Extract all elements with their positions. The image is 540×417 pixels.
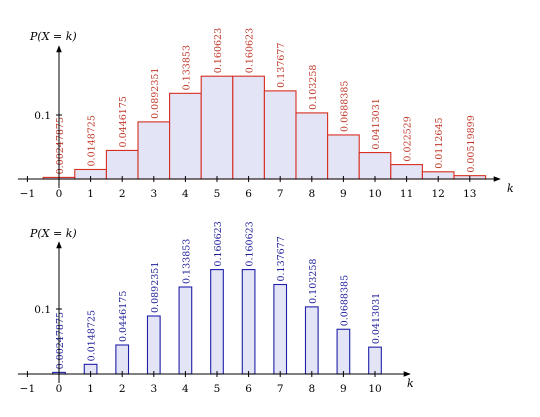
bottom-bar-k7 xyxy=(273,283,288,375)
bottom-x-tick-label-9: 9 xyxy=(340,383,347,395)
top-bar-k7 xyxy=(263,90,297,180)
bottom-bar-k4 xyxy=(178,286,193,375)
bottom-value-label-k8: 0.103258 xyxy=(308,259,319,304)
top-bar-k9 xyxy=(327,134,360,180)
top-x-tick-label--1: −1 xyxy=(20,188,35,200)
bottom-bar-k5 xyxy=(210,269,224,375)
bottom-value-label-k6: 0.160623 xyxy=(245,221,256,266)
top-x-tick-label-9: 9 xyxy=(340,188,347,200)
bottom-bar-k6 xyxy=(241,269,256,375)
top-x-tick-label-7: 7 xyxy=(277,188,284,200)
bottom-x-tick-label-5: 5 xyxy=(214,383,221,395)
top-bar-k3 xyxy=(137,121,171,180)
top-bar-k6 xyxy=(232,75,265,180)
top-bar-k4 xyxy=(169,92,202,180)
bottom-x-tick-label-0: 0 xyxy=(56,383,63,395)
top-x-tick-label-0: 0 xyxy=(56,188,63,200)
bottom-x-tick-label-3: 3 xyxy=(150,383,157,395)
bottom-x-tick-label-7: 7 xyxy=(277,383,284,395)
bottom-y-axis-label: P(X = k) xyxy=(29,227,77,240)
bottom-value-label-k0: 0.00247875 xyxy=(55,312,66,369)
bottom-bar-k10 xyxy=(368,346,382,375)
top-x-tick-label-5: 5 xyxy=(214,188,221,200)
top-value-label-k9: 0.0688385 xyxy=(339,81,350,132)
bottom-value-label-k10: 0.0413031 xyxy=(371,293,382,344)
bottom-bar-k2 xyxy=(115,344,130,375)
bottom-value-label-k3: 0.0892351 xyxy=(150,262,161,313)
bottom-x-tick-label-10: 10 xyxy=(368,383,381,395)
top-value-label-k2: 0.0446175 xyxy=(118,96,129,147)
top-x-axis-label: k xyxy=(507,182,514,195)
bottom-value-label-k5: 0.160623 xyxy=(213,221,224,266)
bottom-x-tick-label-8: 8 xyxy=(308,383,315,395)
bottom-x-tick-label-4: 4 xyxy=(182,383,189,395)
bottom-y-tick-label: 0.1 xyxy=(34,304,51,316)
top-value-label-k13: 0.00519899 xyxy=(466,115,477,172)
bottom-bar-chart: 0.00247875 0.0148725 0.0446175 0.0892351 0.1… xyxy=(17,221,414,395)
top-x-tick-label-4: 4 xyxy=(182,188,189,200)
top-x-tick-label-2: 2 xyxy=(119,188,126,200)
top-value-label-k10: 0.0413031 xyxy=(371,98,382,149)
top-value-label-k1: 0.0148725 xyxy=(87,115,98,166)
top-bar-k5 xyxy=(200,75,234,180)
top-value-label-k8: 0.103258 xyxy=(308,65,319,110)
top-value-label-k12: 0.0112645 xyxy=(434,117,445,168)
top-x-tick-label-6: 6 xyxy=(245,188,252,200)
top-x-tick-label-3: 3 xyxy=(150,188,157,200)
top-histogram-chart: 0.00247875 0.0148725 0.0446175 0.0892351 0.1… xyxy=(17,28,514,200)
top-x-tick-label-13: 13 xyxy=(463,188,476,200)
bottom-x-tick-label-6: 6 xyxy=(245,383,252,395)
bottom-bar-k3 xyxy=(146,315,161,375)
bottom-value-label-k4: 0.133853 xyxy=(181,239,192,284)
top-x-tick-label-12: 12 xyxy=(432,188,445,200)
top-bar-k2 xyxy=(105,149,139,180)
bottom-value-label-k7: 0.137677 xyxy=(276,236,287,281)
bottom-bar-k9 xyxy=(336,328,351,375)
top-value-label-k5: 0.160623 xyxy=(213,28,224,73)
bottom-x-axis-label: k xyxy=(407,377,414,390)
top-value-label-k6: 0.160623 xyxy=(245,28,256,73)
top-x-tick-label-1: 1 xyxy=(87,188,94,200)
top-y-tick-label: 0.1 xyxy=(34,110,51,122)
bottom-value-label-k1: 0.0148725 xyxy=(87,310,98,361)
bottom-value-label-k9: 0.0688385 xyxy=(339,275,350,326)
top-value-label-k7: 0.137677 xyxy=(276,43,287,88)
top-bar-k8 xyxy=(295,112,329,180)
top-value-label-k4: 0.133853 xyxy=(181,45,192,90)
top-value-label-k11: 0.022529 xyxy=(403,116,414,161)
bottom-x-tick-label-2: 2 xyxy=(119,383,126,395)
bottom-bar-k8 xyxy=(304,306,319,375)
top-bar-k10 xyxy=(358,152,392,180)
top-value-label-k0: 0.00247875 xyxy=(55,117,66,174)
top-x-tick-label-11: 11 xyxy=(400,188,413,200)
top-x-tick-label-8: 8 xyxy=(308,188,315,200)
top-y-axis-label: P(X = k) xyxy=(29,30,77,43)
top-x-tick-label-10: 10 xyxy=(368,188,381,200)
bottom-x-tick-label-1: 1 xyxy=(87,383,94,395)
bottom-value-label-k2: 0.0446175 xyxy=(118,291,129,342)
bottom-x-tick-label--1: −1 xyxy=(20,383,35,395)
top-value-label-k3: 0.0892351 xyxy=(150,68,161,119)
